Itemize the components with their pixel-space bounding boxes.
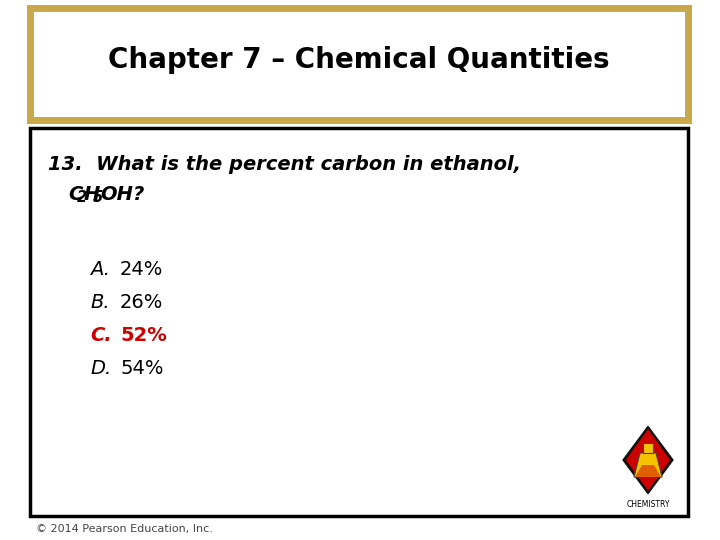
Text: 2: 2 <box>77 190 87 205</box>
FancyBboxPatch shape <box>30 128 688 516</box>
FancyBboxPatch shape <box>30 8 688 120</box>
Text: B.: B. <box>90 293 109 312</box>
Text: 52%: 52% <box>120 326 167 345</box>
Text: 26%: 26% <box>120 293 163 312</box>
Polygon shape <box>625 428 671 492</box>
Text: A.: A. <box>90 260 110 279</box>
Text: C.: C. <box>90 326 112 345</box>
Text: OH?: OH? <box>100 185 144 204</box>
Text: H: H <box>84 185 100 204</box>
Text: D.: D. <box>90 359 112 378</box>
Text: © 2014 Pearson Education, Inc.: © 2014 Pearson Education, Inc. <box>36 524 213 534</box>
Polygon shape <box>634 453 662 477</box>
Text: Chapter 7 – Chemical Quantities: Chapter 7 – Chemical Quantities <box>108 46 610 74</box>
Text: CHEMISTRY: CHEMISTRY <box>626 500 670 509</box>
Text: C: C <box>68 185 82 204</box>
Polygon shape <box>635 465 661 477</box>
Text: 24%: 24% <box>120 260 163 279</box>
Text: 5: 5 <box>93 190 103 205</box>
Text: 54%: 54% <box>120 359 163 378</box>
Polygon shape <box>623 427 673 494</box>
Text: 13.  What is the percent carbon in ethanol,: 13. What is the percent carbon in ethano… <box>48 155 521 174</box>
Polygon shape <box>643 443 653 453</box>
